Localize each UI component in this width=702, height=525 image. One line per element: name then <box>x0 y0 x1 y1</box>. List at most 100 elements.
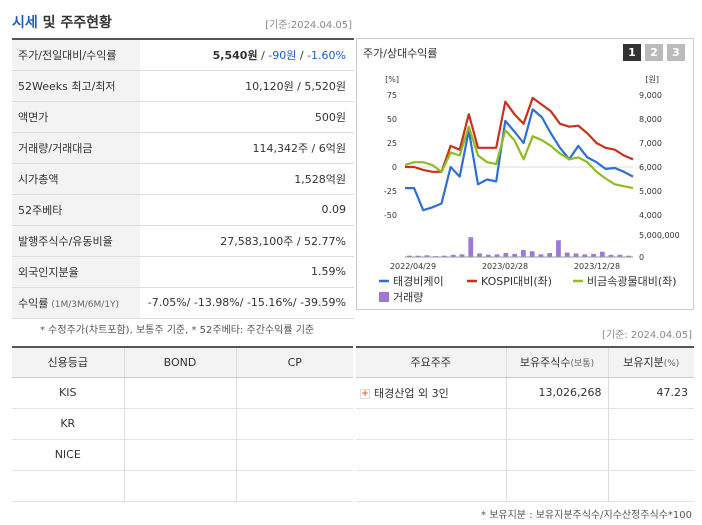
agency-cell: KIS <box>12 377 124 409</box>
section-title: 시세 및 주주현황 <box>12 12 112 32</box>
volume-bar <box>608 254 614 257</box>
section-header: 시세 및 주주현황 [기준:2024.04.05] <box>12 8 352 32</box>
stock-info-table: 주가/전일대비/수익률 5,540원 / -90원 / -1.60% 52Wee… <box>12 38 354 319</box>
left-tick-label: 25 <box>387 139 397 148</box>
col-header-rating: 신용등급 <box>12 347 124 378</box>
left-tick-label: -50 <box>384 211 397 220</box>
returns-sublabel: (1M/3M/6M/1Y) <box>48 299 120 310</box>
info-value: 5,540원 / -90원 / -1.60% <box>140 39 354 71</box>
col-header-bond: BOND <box>123 347 236 378</box>
holder-name-cell: + 태경산업 외 3인 <box>356 377 506 409</box>
info-value: 10,120원 / 5,520원 <box>140 70 354 102</box>
credit-header-row: 신용등급 BOND CP <box>12 347 353 378</box>
returns-label: 수익률 <box>18 296 49 310</box>
volume-bar <box>424 255 430 257</box>
volume-bar <box>494 254 500 257</box>
info-row-returns: 수익률 (1M/3M/6M/1Y) -7.05%/ -13.98%/ -15.1… <box>12 287 354 319</box>
agency-cell: KR <box>12 408 124 440</box>
volume-bar <box>556 240 561 257</box>
left-tick-label: 50 <box>387 115 397 124</box>
volume-bar <box>407 255 412 257</box>
info-value: 1.59% <box>140 256 354 288</box>
legend-label: KOSPI대비(좌) <box>481 275 552 288</box>
agency-cell: NICE <box>12 439 124 471</box>
table-row <box>12 470 353 502</box>
holder-name[interactable]: 태경산업 외 3인 <box>374 386 449 400</box>
col-header-pct: 보유지분(%) <box>607 347 694 378</box>
price-value: 5,540원 <box>212 48 258 62</box>
right-axis-unit: [원] <box>645 75 659 84</box>
volume-bar <box>529 251 535 257</box>
info-label: 주가/전일대비/수익률 <box>12 39 140 71</box>
info-label: 시가총액 <box>12 163 140 195</box>
volume-bar <box>521 249 526 257</box>
info-label: 발행주식수/유동비율 <box>12 225 140 257</box>
empty-cell <box>356 439 506 471</box>
volume-bar <box>573 253 579 257</box>
bond-cell <box>123 377 236 409</box>
info-row-par: 액면가 500원 <box>12 101 354 133</box>
major-holders-table: 주요주주 보유주식수(보통) 보유지분(%) + 태경산업 외 3인 13,026… <box>356 346 694 502</box>
cp-cell <box>235 377 353 409</box>
change-value: -90원 <box>268 48 297 62</box>
expand-plus-icon[interactable]: + <box>360 388 370 399</box>
volume-tick-label: 5,000,000 <box>639 231 680 240</box>
chart-page-2-button[interactable]: 2 <box>645 44 663 61</box>
volume-bar <box>459 254 465 257</box>
col-header-cp: CP <box>235 347 353 378</box>
title-accent: 시세 <box>12 15 38 31</box>
legend-label: 태경비케이 <box>393 275 444 288</box>
left-tick-label: 75 <box>387 91 397 100</box>
volume-bar <box>564 252 570 257</box>
table-row: NICE <box>12 439 353 471</box>
pct-header-label: 보유지분 <box>623 356 664 370</box>
empty-cell <box>356 408 506 440</box>
info-footnote: * 수정주가(차트포함), 보통주 기준, * 52주베타: 주간수익률 기준 <box>40 325 315 336</box>
pct-header-sub: (%) <box>663 359 680 370</box>
table-row <box>356 408 694 440</box>
holder-pct-cell: 47.23 <box>607 377 694 409</box>
empty-cell <box>505 439 608 471</box>
sep: / <box>296 48 308 62</box>
series-line <box>404 125 634 190</box>
empty-cell <box>607 439 694 471</box>
table-row: KR <box>12 408 353 440</box>
empty-cell <box>356 470 506 502</box>
info-value: 0.09 <box>140 194 354 226</box>
return-chart: [%] [원] 75 9,000 50 8,000 25 7,000 0 6,000 -25 5,00… <box>379 75 680 304</box>
x-tick-label: 2023/02/28 <box>482 262 528 271</box>
chart-title: 주가/상대수익률 <box>363 47 438 60</box>
x-tick-label: 2023/12/28 <box>574 262 620 271</box>
volume-tick-label: 0 <box>639 253 644 262</box>
volume-bar <box>450 254 456 257</box>
series-line <box>405 108 634 212</box>
info-value: 27,583,100주 / 52.77% <box>140 225 354 257</box>
holders-footnote: * 보유지분 : 보유지분주식수/지수산정주식수*100 <box>481 510 692 521</box>
chart-page-3-button[interactable]: 3 <box>667 44 685 61</box>
chart-page-1-button[interactable]: 1 <box>623 44 641 61</box>
info-row-beta: 52주베타 0.09 <box>12 194 354 226</box>
right-tick-label: 9,000 <box>639 91 662 100</box>
legend-label: 비금속광물대비(좌) <box>587 275 677 288</box>
legend-label: 거래량 <box>393 291 423 304</box>
holder-shares-cell: 13,026,268 <box>505 377 608 409</box>
table-row: KIS <box>12 377 353 409</box>
empty-cell <box>505 470 608 502</box>
title-rest: 및 주주현황 <box>37 15 112 31</box>
info-row-shares: 발행주식수/유동비율 27,583,100주 / 52.77% <box>12 225 354 257</box>
rate-value: -1.60% <box>307 48 346 62</box>
bond-cell <box>123 439 236 471</box>
bond-cell <box>123 408 236 440</box>
info-label: 외국인지분율 <box>12 256 140 288</box>
volume-bar <box>538 254 544 257</box>
info-row-foreign: 외국인지분율 1.59% <box>12 256 354 288</box>
volume-bar <box>617 254 623 257</box>
volume-bar <box>415 255 421 257</box>
volume-bar <box>477 253 482 257</box>
volume-bar <box>582 254 588 257</box>
chart-panel: 주가/상대수익률 1 2 3 [%] [원] 75 9,000 50 8,000 25 7,0… <box>356 38 694 310</box>
volume-bar <box>468 237 474 257</box>
sep: / <box>257 48 269 62</box>
legend-swatch <box>379 292 389 302</box>
agency-cell <box>12 470 124 502</box>
